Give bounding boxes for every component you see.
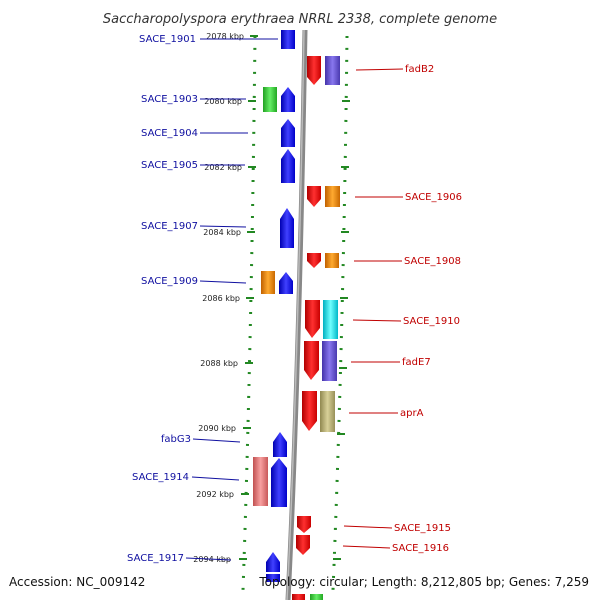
kbp-label: 2078 kbp bbox=[206, 32, 244, 41]
gene-label: SACE_1905 bbox=[141, 160, 198, 171]
gene-sace-1908 bbox=[325, 253, 339, 268]
gene-sace-1909-orange bbox=[261, 271, 275, 294]
gene-sace-1910 bbox=[323, 300, 338, 339]
backbone-highlight bbox=[286, 29, 305, 600]
tick-track-right bbox=[331, 35, 349, 591]
gene-sace-1906-red bbox=[307, 186, 321, 207]
gene-label: SACE_1917 bbox=[127, 553, 184, 564]
gene-fadb2-red bbox=[307, 56, 321, 85]
gene-sace-1916 bbox=[296, 535, 310, 555]
gene-apra-red bbox=[302, 391, 317, 431]
gene-label: SACE_1908 bbox=[404, 256, 461, 267]
gene-label: SACE_1907 bbox=[141, 221, 198, 232]
gene-label: SACE_1904 bbox=[141, 128, 198, 139]
gene-label: SACE_1901 bbox=[139, 34, 196, 45]
genome-backbone bbox=[285, 29, 308, 600]
kbp-label: 2082 kbp bbox=[204, 163, 242, 172]
gene-sace-1914 bbox=[271, 458, 287, 507]
gene-label: SACE_1909 bbox=[141, 276, 198, 287]
gene-sace-1907 bbox=[280, 208, 294, 248]
left-gene-labels: SACE_1901 SACE_1903 SACE_1904 SACE_1905 … bbox=[127, 34, 198, 564]
gene-sace-1910-red bbox=[305, 300, 320, 338]
leader-lines-right bbox=[342, 68, 404, 549]
gene-label: SACE_1910 bbox=[403, 316, 460, 327]
gene-apra bbox=[320, 391, 335, 432]
gene-sace-1901 bbox=[281, 30, 295, 49]
right-gene-labels: fadB2 SACE_1906 SACE_1908 SACE_1910 fadE… bbox=[392, 64, 462, 554]
kbp-ticks bbox=[239, 35, 350, 560]
tick-track-left bbox=[241, 35, 257, 591]
gene-fade7 bbox=[322, 341, 337, 381]
gene-fade7-red bbox=[304, 341, 319, 380]
leader-lines-left bbox=[185, 38, 278, 561]
gene-fabg3 bbox=[273, 432, 287, 457]
genes-reverse-strand bbox=[253, 30, 295, 582]
gene-sace-1906 bbox=[325, 186, 340, 207]
gene-label: aprA bbox=[400, 408, 424, 419]
kbp-label: 2090 kbp bbox=[198, 424, 236, 433]
kbp-label: 2088 kbp bbox=[200, 359, 238, 368]
gene-sace-1904 bbox=[281, 119, 295, 147]
gene-fadb2 bbox=[325, 56, 340, 85]
map-title: Saccharopolyspora erythraea NRRL 2338, c… bbox=[103, 12, 497, 27]
gene-label: fabG3 bbox=[161, 434, 191, 445]
gene-sace-1903 bbox=[281, 87, 295, 112]
kbp-label: 2084 kbp bbox=[203, 228, 241, 237]
gene-label: SACE_1903 bbox=[141, 94, 198, 105]
gene-sace-1905 bbox=[281, 149, 295, 183]
gene-label: fadE7 bbox=[402, 357, 431, 368]
gene-bottom-green bbox=[310, 594, 323, 600]
kbp-labels: 2078 kbp 2080 kbp 2082 kbp 2084 kbp 2086… bbox=[193, 32, 244, 564]
gene-label: fadB2 bbox=[405, 64, 434, 75]
gene-bottom-red bbox=[292, 594, 305, 600]
gene-label: SACE_1914 bbox=[132, 472, 189, 483]
gene-label: SACE_1916 bbox=[392, 543, 449, 554]
kbp-label: 2080 kbp bbox=[204, 97, 242, 106]
kbp-label: 2092 kbp bbox=[196, 490, 234, 499]
gene-label: SACE_1915 bbox=[394, 523, 451, 534]
topology-text: Topology: circular; Length: 8,212,805 bp… bbox=[258, 575, 589, 589]
gene-sace-1914-pink bbox=[253, 457, 268, 506]
gene-sace-1917 bbox=[266, 552, 280, 572]
gene-sace-1915 bbox=[297, 516, 311, 533]
gene-sace-1909 bbox=[279, 272, 293, 294]
gene-bottom-blue bbox=[266, 574, 280, 582]
gene-sace-1903-green bbox=[263, 87, 277, 112]
genes-forward-strand bbox=[292, 56, 340, 600]
accession-text: Accession: NC_009142 bbox=[9, 575, 145, 589]
kbp-label: 2086 kbp bbox=[202, 294, 240, 303]
gene-sace-1908-red bbox=[307, 253, 321, 268]
gene-label: SACE_1906 bbox=[405, 192, 462, 203]
